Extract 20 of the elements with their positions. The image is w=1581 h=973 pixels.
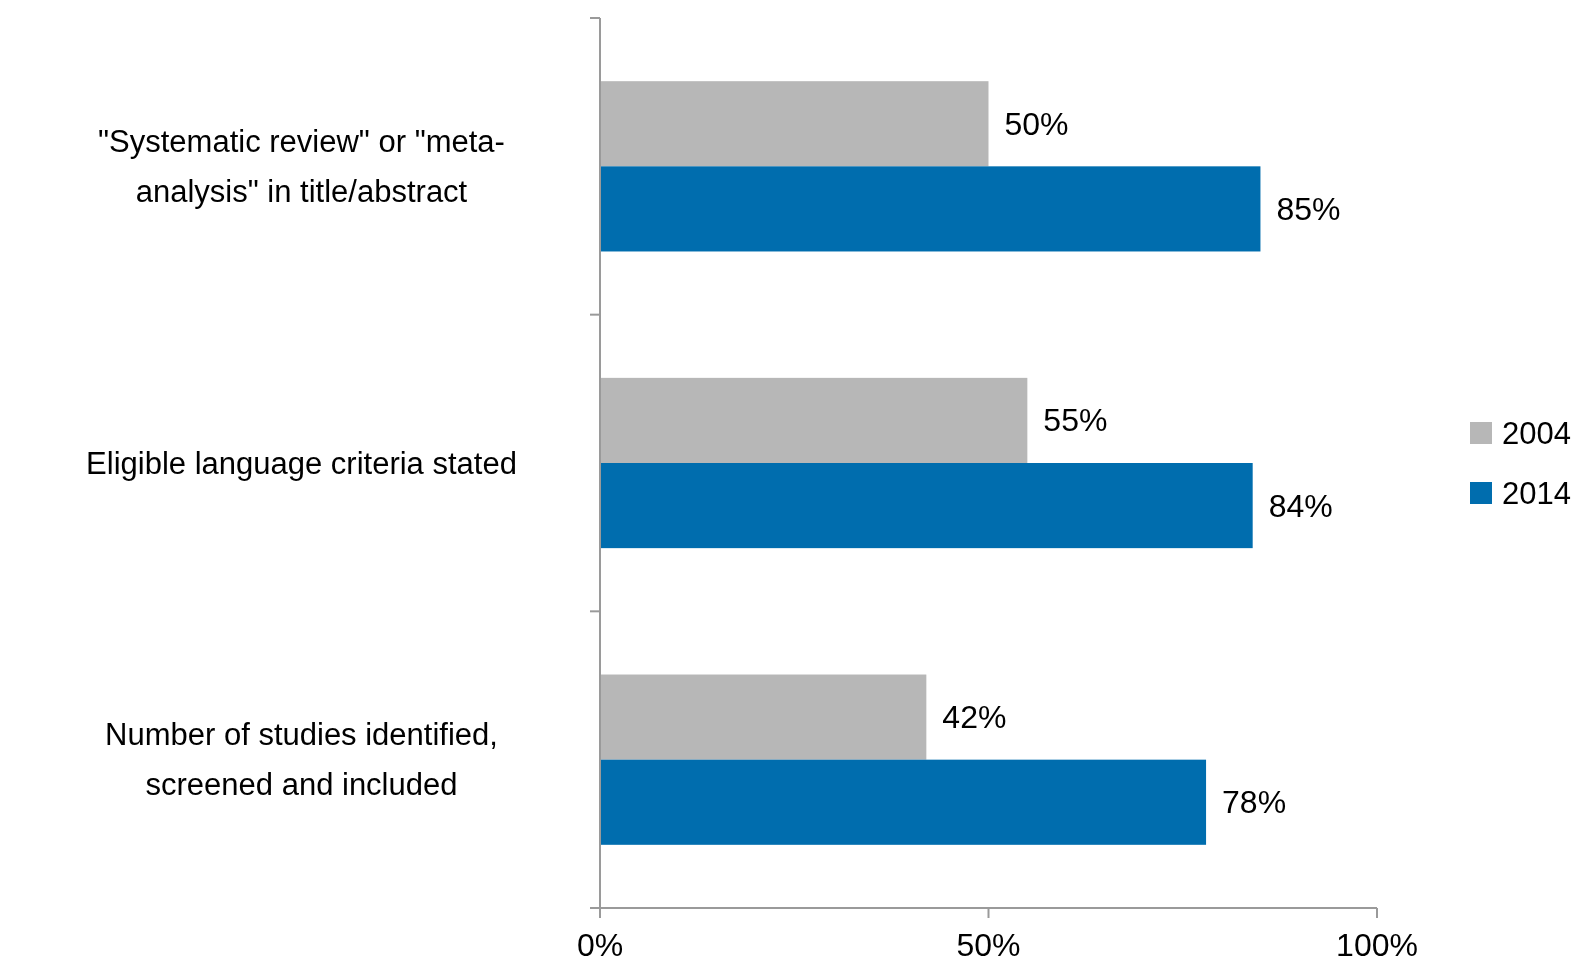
data-label: 42% <box>942 699 1007 736</box>
data-label: 84% <box>1268 487 1333 524</box>
x-tick-label: 100% <box>1336 927 1418 963</box>
data-label: 50% <box>1004 105 1069 142</box>
data-label: 85% <box>1276 190 1341 227</box>
bar <box>600 377 1028 463</box>
data-label: 55% <box>1043 402 1108 439</box>
legend-label: 2014 <box>1502 475 1571 511</box>
bar <box>600 166 1261 252</box>
bar <box>600 674 927 760</box>
y-tick-label: Eligible language criteria stated <box>86 445 517 481</box>
legend-label: 2004 <box>1502 415 1571 451</box>
x-tick-label: 0% <box>576 927 624 963</box>
data-label: 78% <box>1222 784 1287 821</box>
y-tick-label: Number of studies identified, screened and included <box>105 717 498 803</box>
bar <box>600 463 1253 549</box>
bar <box>600 81 989 167</box>
x-tick-label: 50% <box>956 927 1021 963</box>
bar <box>600 759 1207 845</box>
y-tick-label: "Systematic review" or "meta-analysis" in title/abstract <box>98 123 505 209</box>
